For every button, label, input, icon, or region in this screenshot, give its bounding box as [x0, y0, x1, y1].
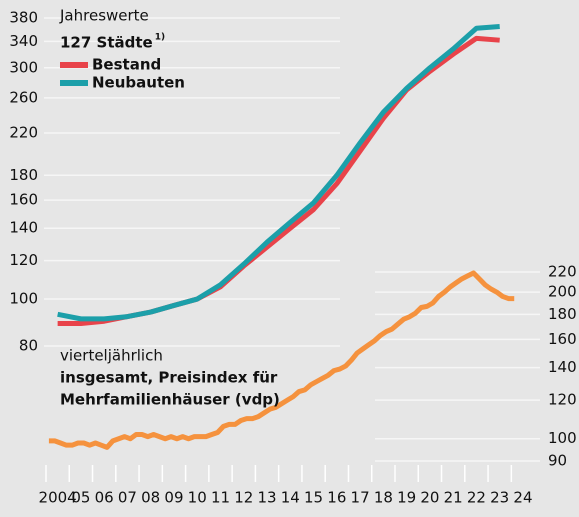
- x-tick-label: 14: [281, 489, 300, 507]
- bottom-title: vierteljährlich: [60, 347, 163, 365]
- y2-tick-label: 200: [548, 283, 577, 301]
- y2-tick-label: 100: [548, 429, 577, 447]
- x-tick-label: 13: [257, 489, 276, 507]
- grid: [44, 17, 540, 482]
- y2-tick-label: 120: [548, 391, 577, 409]
- x-tick-label: 05: [71, 489, 90, 507]
- legend-swatch: [60, 62, 88, 68]
- x-tick-label: 11: [211, 489, 230, 507]
- y-tick-label: 180: [9, 166, 38, 184]
- y2-tick-label: 180: [548, 305, 577, 323]
- y2-tick-label: 140: [548, 358, 577, 376]
- x-tick-label: 24: [513, 489, 532, 507]
- x-tick-label: 12: [234, 489, 253, 507]
- x-tick-label: 17: [351, 489, 370, 507]
- legend-label: Neubauten: [92, 74, 185, 92]
- x-tick-label: 23: [490, 489, 509, 507]
- top-title: Jahreswerte: [59, 7, 149, 25]
- x-tick-label: 06: [95, 489, 114, 507]
- x-tick-label: 20: [420, 489, 439, 507]
- data-line: [57, 23, 500, 322]
- x-tick-label: 15: [304, 489, 323, 507]
- legend-swatch: [60, 80, 88, 86]
- bottom-subtitle: Mehrfamilienhäuser (vdp): [60, 391, 280, 409]
- y-tick-label: 120: [9, 251, 38, 269]
- x-tick-label: 09: [164, 489, 183, 507]
- x-tick-label: 18: [374, 489, 393, 507]
- y2-tick-label: 90: [548, 452, 567, 470]
- top-subtitle: 127 Städte: [60, 34, 153, 52]
- y-tick-label: 260: [9, 88, 38, 106]
- y-tick-label: 140: [9, 219, 38, 237]
- x-tick-label: 10: [188, 489, 207, 507]
- y-tick-label: 100: [9, 290, 38, 308]
- x-tick-label: 22: [467, 489, 486, 507]
- y-tick-label: 160: [9, 191, 38, 209]
- y-tick-label: 300: [9, 58, 38, 76]
- y-tick-label: 80: [19, 337, 38, 355]
- y-tick-label: 220: [9, 124, 38, 142]
- x-tick-label: 2004: [39, 489, 77, 507]
- x-tick-label: 07: [118, 489, 137, 507]
- data-line: [48, 270, 515, 450]
- x-tick-label: 16: [327, 489, 346, 507]
- x-tick-label: 19: [397, 489, 416, 507]
- x-tick-label: 08: [141, 489, 160, 507]
- y2-tick-label: 220: [548, 263, 577, 281]
- y-tick-label: 340: [9, 32, 38, 50]
- y-tick-label: 380: [9, 9, 38, 27]
- lines: [48, 23, 515, 450]
- x-tick-label: 21: [444, 489, 463, 507]
- bottom-subtitle: insgesamt, Preisindex für: [60, 369, 278, 387]
- y2-tick-label: 160: [548, 330, 577, 348]
- legend-label: Bestand: [92, 56, 161, 74]
- footnote-mark: 1): [155, 33, 165, 43]
